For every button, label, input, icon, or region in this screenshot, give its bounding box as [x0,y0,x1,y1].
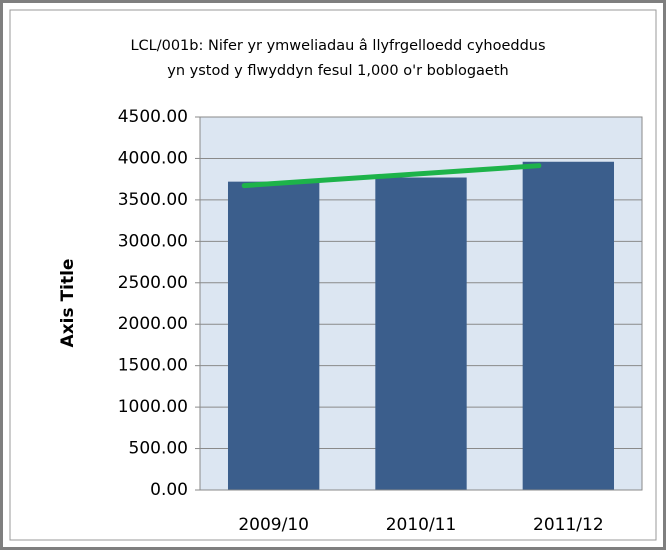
y-tick-label: 4000.00 [118,148,188,168]
bar [227,181,320,491]
y-tick-label: 2500.00 [118,273,188,293]
y-tick-label: 4500.00 [118,107,188,127]
y-tick-label: 3500.00 [118,190,188,210]
y-axis-title: Axis Title [58,259,78,348]
bar [522,161,615,490]
bar [375,177,467,490]
x-tick-label: 2011/12 [533,515,604,535]
x-tick-label: 2010/11 [386,515,457,535]
y-tick-label: 0.00 [150,480,188,500]
trendline [241,163,542,189]
y-tick-label: 500.00 [129,439,188,459]
chart-title: yn ystod y flwyddyn fesul 1,000 o'r bobl… [167,63,508,79]
chart-title: LCL/001b: Nifer yr ymweliadau â llyfrgel… [130,38,545,54]
y-tick-label: 1000.00 [118,397,188,417]
y-tick-label: 3000.00 [118,231,188,251]
y-tick-label: 1500.00 [118,356,188,376]
y-tick-label: 2000.00 [118,314,188,334]
x-tick-label: 2009/10 [238,515,309,535]
